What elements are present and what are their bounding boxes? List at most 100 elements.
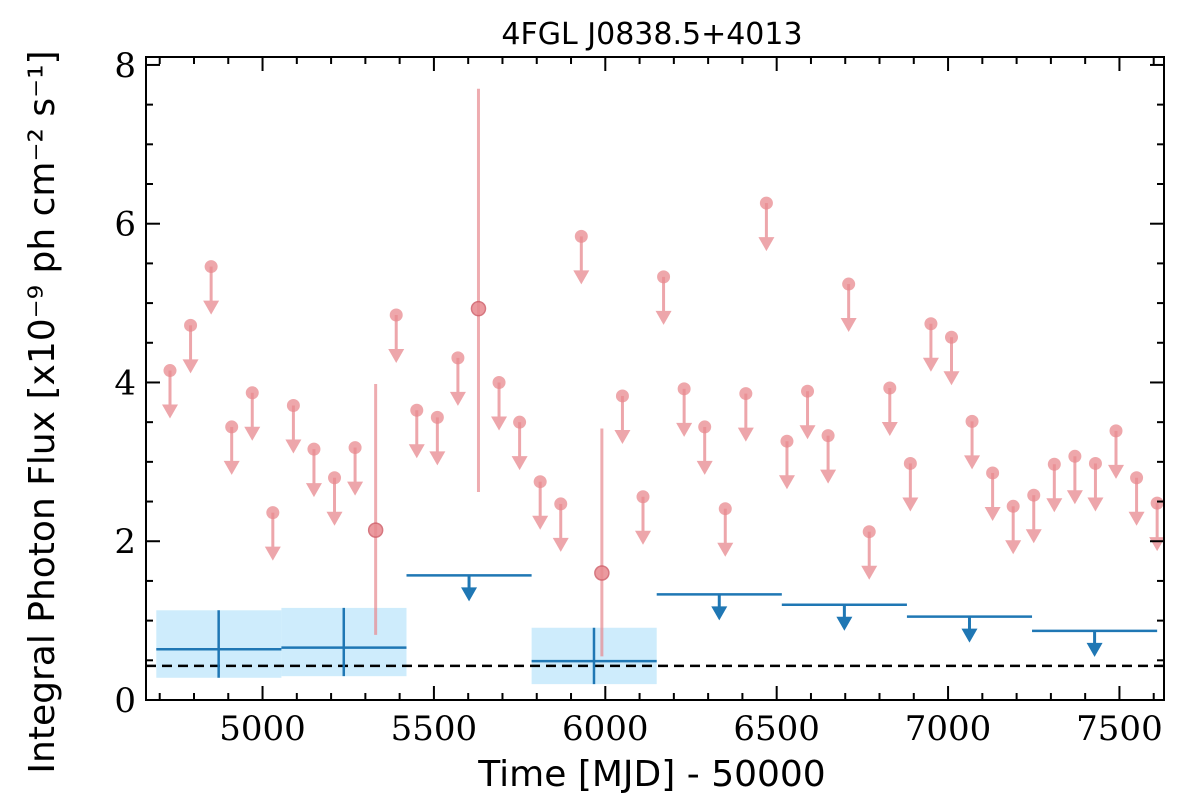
short-bin-ul-point-44 (1130, 471, 1144, 485)
x-tick-label-0: 5000 (219, 709, 306, 749)
short-bin-ul-arrow-10-head (388, 348, 405, 363)
short-bin-ul-point-32 (883, 381, 897, 395)
short-bin-ul-point-15 (513, 415, 527, 429)
short-bin-ul-point-4 (245, 386, 259, 400)
short-bin-ul-arrow-7-head (305, 483, 322, 498)
short-bin-ul-arrow-24-head (717, 542, 734, 557)
short-bin-ul-arrow-23 (696, 426, 713, 475)
short-bin-ul-arrow-36-head (964, 455, 981, 470)
short-bin-ul-arrow-2 (203, 266, 220, 315)
short-bin-ul-point-13 (451, 351, 465, 365)
short-bin-ul-point-5 (266, 506, 280, 520)
short-bin-ul-arrow-32 (881, 388, 898, 437)
long-bin-ul-arrow-1-head (711, 606, 728, 621)
short-bin-ul-point-29 (821, 429, 835, 443)
long-bin-ul-arrow-3-head (961, 628, 978, 643)
short-bin-ul-point-14 (492, 375, 506, 389)
short-bin-ul-point-23 (698, 420, 712, 434)
long-bin-ul-arrow-1 (711, 594, 728, 621)
short-bin-ul-arrow-35-head (943, 371, 960, 386)
short-bin-ul-point-22 (677, 382, 691, 396)
x-tick-label-1: 5500 (391, 709, 478, 749)
short-bin-ul-arrow-26-head (758, 237, 775, 252)
short-bin-ul-arrow-16-head (532, 515, 549, 530)
short-bin-ul-point-3 (225, 420, 239, 434)
short-bin-ul-arrow-39 (1025, 495, 1042, 544)
short-bin-ul-arrow-34 (922, 323, 939, 372)
short-bin-ul-arrow-8-head (326, 511, 343, 526)
short-bin-ul-arrow-20 (635, 496, 652, 545)
short-bin-ul-arrow-1-head (182, 359, 199, 374)
short-bin-ul-point-31 (862, 525, 876, 539)
plot-area (146, 88, 1166, 685)
short-bin-ul-arrow-31 (861, 531, 878, 580)
short-bin-ul-arrow-41 (1066, 456, 1083, 505)
short-bin-ul-arrow-21 (655, 276, 672, 325)
short-bin-ul-point-37 (986, 466, 1000, 480)
short-bin-ul-arrow-3 (223, 426, 240, 475)
short-bin-ul-point-16 (533, 475, 547, 489)
short-bin-ul-arrow-27-head (778, 475, 795, 490)
short-bin-ul-arrow-40 (1046, 464, 1063, 513)
short-bin-ul-point-19 (615, 389, 629, 403)
short-bin-ul-arrow-41-head (1066, 490, 1083, 505)
short-bin-ul-arrow-35 (943, 337, 960, 386)
short-bin-ul-arrow-40-head (1046, 498, 1063, 513)
short-bin-ul-point-17 (554, 497, 568, 511)
short-bin-ul-arrow-20-head (635, 530, 652, 545)
short-bin-ul-point-24 (718, 502, 732, 516)
short-bin-ul-arrow-12 (429, 417, 446, 466)
plot-frame (145, 56, 1165, 701)
short-bin-ul-arrow-28-head (799, 425, 816, 440)
short-bin-ul-arrow-1 (182, 325, 199, 374)
axes: 5000 5500 6000 6500 7000 7500 0 2 4 6 8 (114, 46, 1165, 749)
short-bin-ul-arrow-37 (984, 472, 1001, 521)
y-tick-label-1: 2 (114, 522, 136, 562)
short-bin-ul-arrow-24 (717, 508, 734, 557)
short-bin-ul-point-45 (1150, 496, 1164, 510)
short-bin-ul-point-11 (410, 403, 424, 417)
short-bin-ul-arrow-5 (264, 512, 281, 561)
short-bin-ul-arrow-17 (552, 503, 569, 552)
short-bin-ul-arrow-30 (840, 284, 857, 333)
short-bin-ul-arrow-6 (285, 405, 302, 454)
short-bin-detection-2 (594, 565, 610, 581)
long-bin-ul-arrow-3 (961, 616, 978, 643)
x-tick-label-3: 6500 (733, 709, 820, 749)
short-bin-ul-arrow-6-head (285, 439, 302, 454)
y-tick-label-0: 0 (114, 681, 136, 721)
short-bin-ul-arrow-2-head (203, 300, 220, 315)
short-bin-ul-point-40 (1047, 457, 1061, 471)
short-bin-ul-point-28 (801, 384, 815, 398)
short-bin-ul-arrow-0 (161, 370, 178, 419)
short-bin-ul-arrow-18 (573, 236, 590, 285)
y-tick-label-3: 6 (114, 205, 136, 245)
short-bin-ul-arrow-28 (799, 391, 816, 440)
short-bin-ul-arrow-14-head (491, 416, 508, 431)
short-bin-ul-point-6 (286, 398, 300, 412)
short-bin-ul-arrow-38 (1005, 506, 1022, 555)
short-bin-ul-arrow-23-head (696, 460, 713, 475)
short-bin-ul-arrow-32-head (881, 422, 898, 437)
y-tick-label-4: 8 (114, 46, 136, 86)
short-bin-ul-point-27 (780, 434, 794, 448)
short-bin-ul-arrow-13 (449, 357, 466, 406)
short-bin-ul-point-33 (903, 456, 917, 470)
short-bin-ul-arrow-3-head (223, 460, 240, 475)
short-bin-ul-arrow-22 (676, 388, 693, 437)
short-bin-ul-arrow-42 (1087, 463, 1104, 512)
chart-title: 4FGL J0838.5+4013 (501, 17, 802, 52)
y-tick-label-2: 4 (114, 363, 136, 403)
long-bin-ul-arrow-4-head (1086, 642, 1103, 657)
short-bin-ul-arrow-43-head (1108, 464, 1125, 479)
short-bin-ul-arrow-33-head (902, 497, 919, 512)
long-bin-ul-arrow-0 (461, 575, 478, 602)
short-bin-ul-arrow-19-head (614, 429, 631, 444)
short-bin-ul-arrow-44-head (1128, 511, 1145, 526)
x-tick-label-2: 6000 (562, 709, 649, 749)
short-bin-ul-arrow-11 (408, 410, 425, 459)
short-bin-ul-point-26 (759, 196, 773, 210)
short-bin-detection-0 (367, 522, 384, 538)
short-bin-ul-point-2 (204, 260, 218, 274)
short-bin-ul-arrow-12-head (429, 451, 446, 466)
